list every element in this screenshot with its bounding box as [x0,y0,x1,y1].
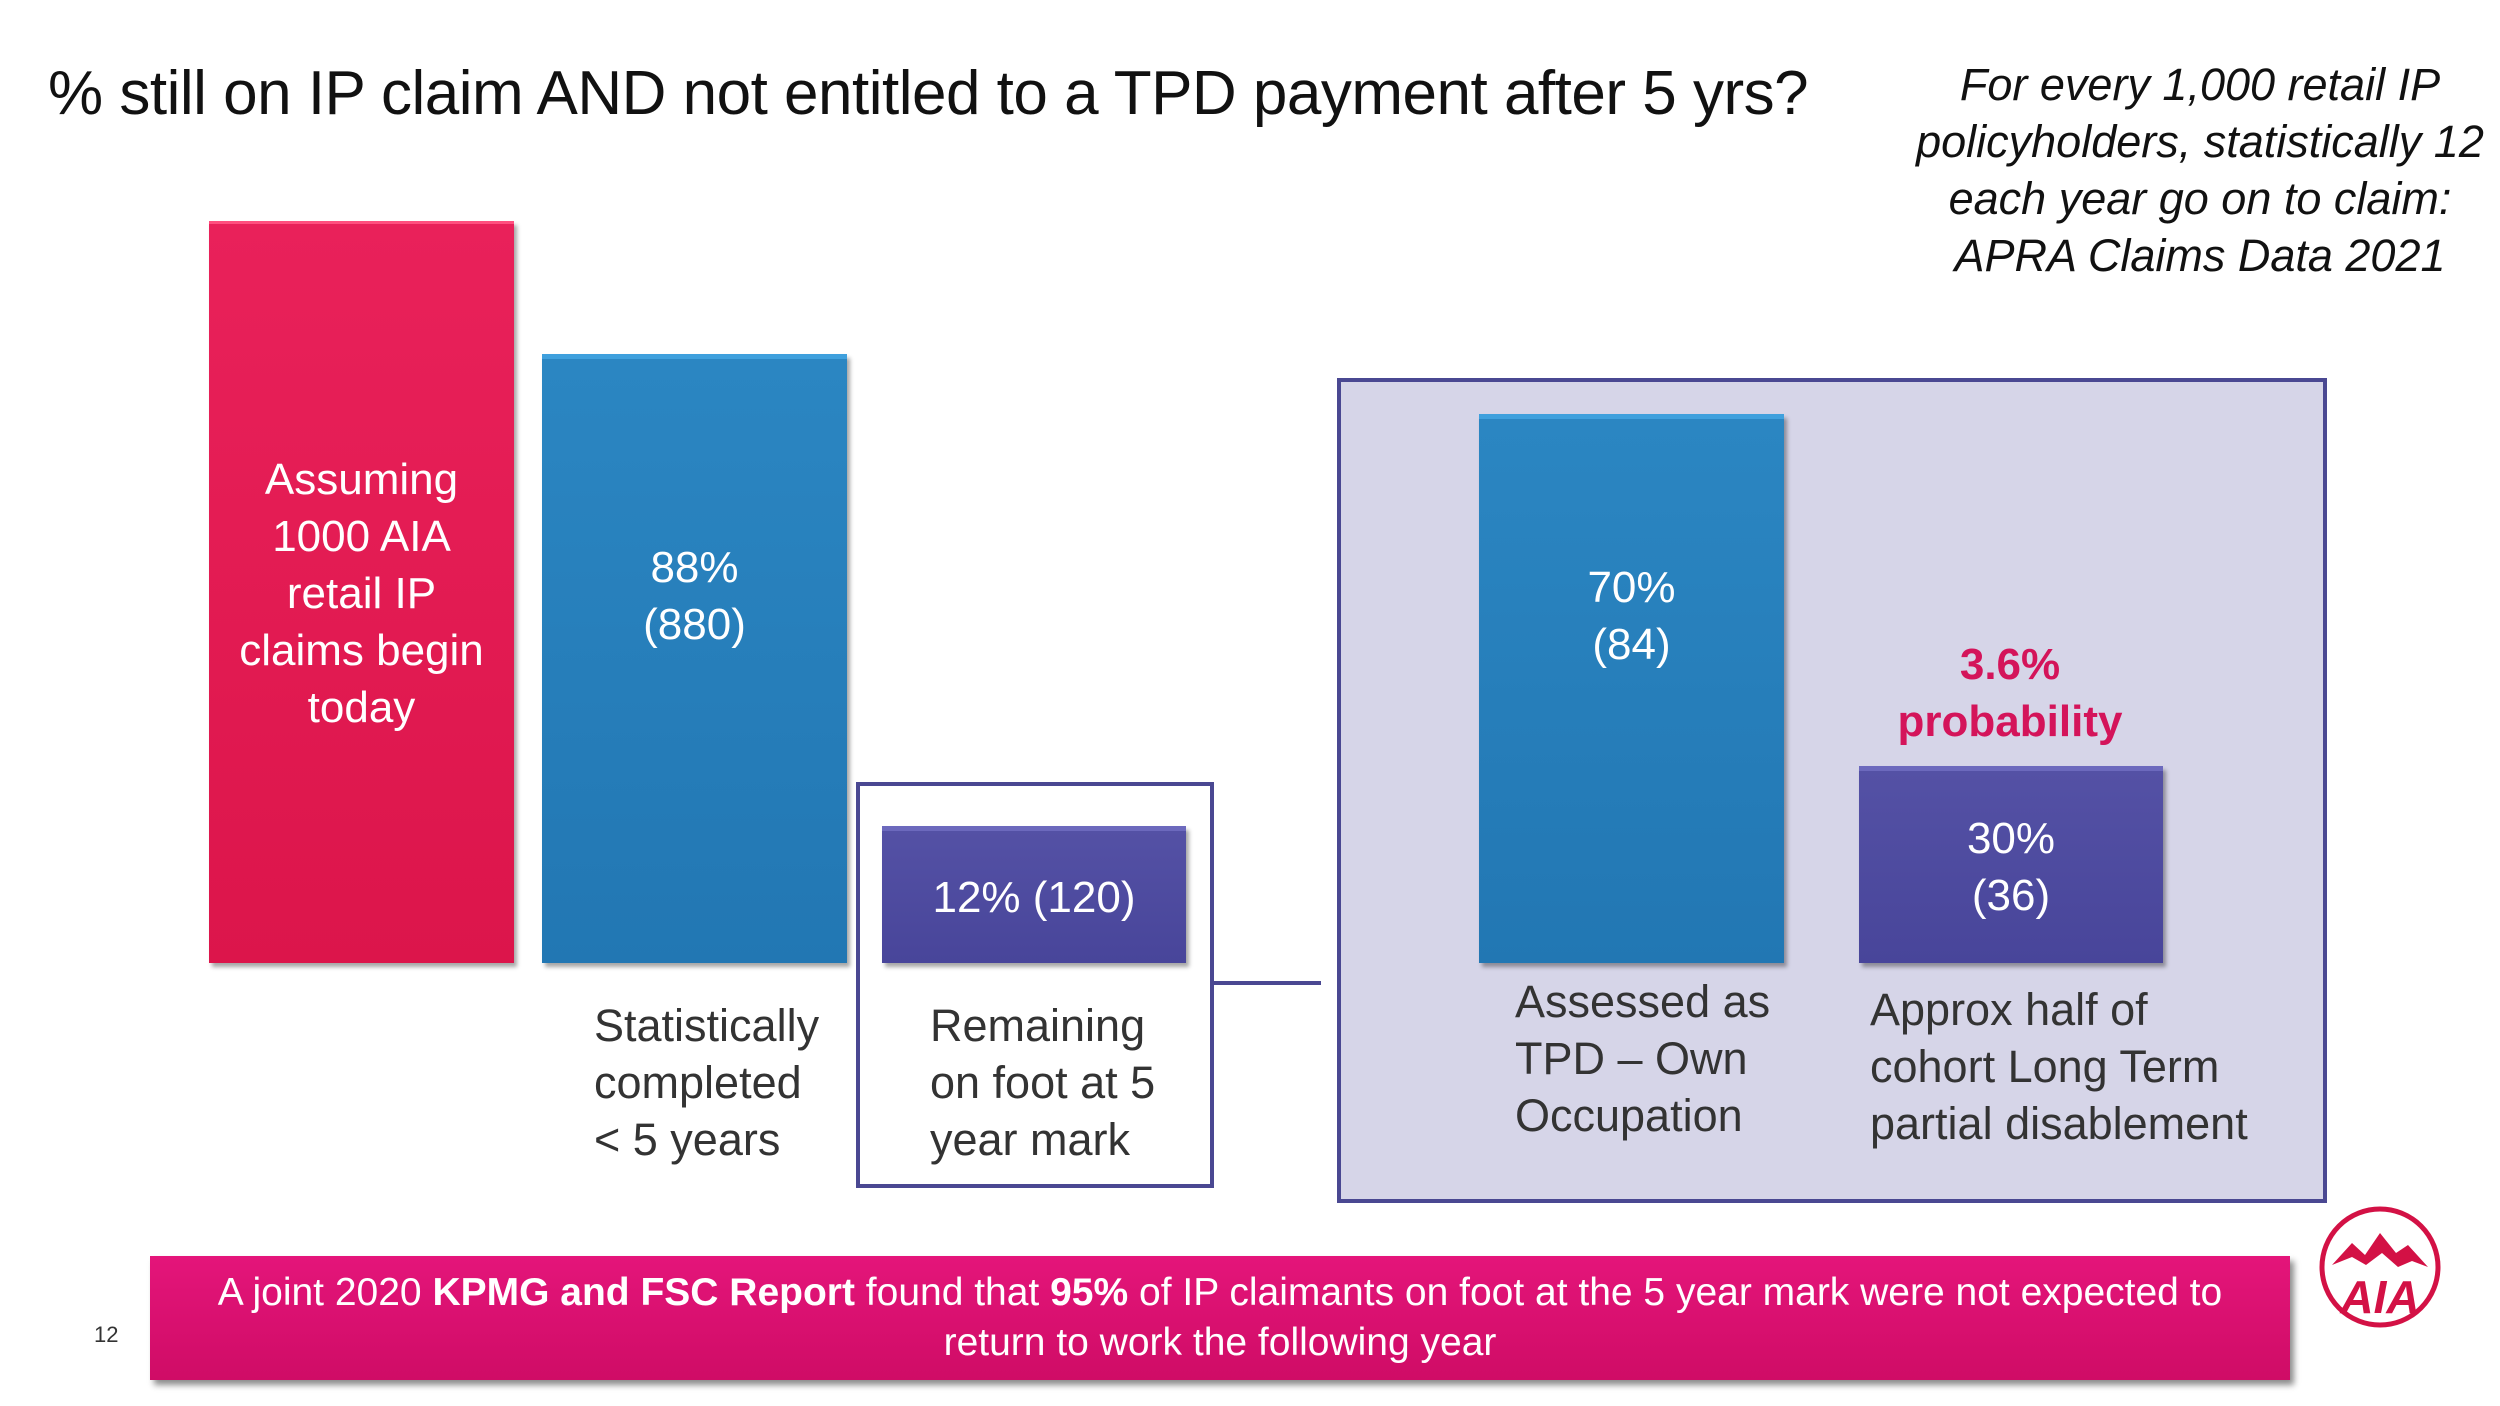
kpmg-fsc-banner: A joint 2020 KPMG and FSC Report found t… [150,1256,2290,1380]
connector-line [1214,981,1321,985]
aia-logo-text: AIA [2339,1271,2419,1323]
aia-logo-svg: AIA [2319,1206,2441,1328]
bar-remaining: 12% (120) [882,826,1186,963]
banner-text-report: KPMG and FSC Report [432,1271,855,1314]
caption-partial: Approx half of cohort Long Term partial … [1870,984,2248,1149]
page-number: 12 [94,1322,119,1347]
caption-completed: Statistically completed < 5 years [594,1000,820,1165]
bar-completed: 88% (880) [542,354,847,963]
bar-partial-disablement: 30% (36) [1859,766,2163,963]
caption-tpd: Assessed as TPD – Own Occupation [1515,976,1771,1141]
probability-label: 3.6% probability [1897,640,2123,746]
banner-text-percent: 95% [1050,1271,1129,1314]
banner-text-part2: found that [854,1271,1051,1314]
bar-tpd-own-occupation: 70% (84) [1479,414,1784,963]
remaining-outline-box [856,782,1214,1188]
banner-text-part3: of IP claimants on foot at the 5 year ma… [943,1271,2223,1364]
slide-title: % still on IP claim AND not entitled to … [48,59,1809,128]
bar-claims-begin: Assuming 1000 AIA retail IP claims begin… [209,221,514,963]
banner-text-part1: A joint 2020 [217,1271,433,1314]
aia-logo-icon: AIA [2310,1205,2450,1335]
banner-text: A joint 2020 KPMG and FSC Report found t… [190,1268,2250,1368]
caption-remaining: Remaining on foot at 5 year mark [930,1000,1156,1165]
statistic-note: For every 1,000 retail IP policyholders,… [1916,59,2484,281]
